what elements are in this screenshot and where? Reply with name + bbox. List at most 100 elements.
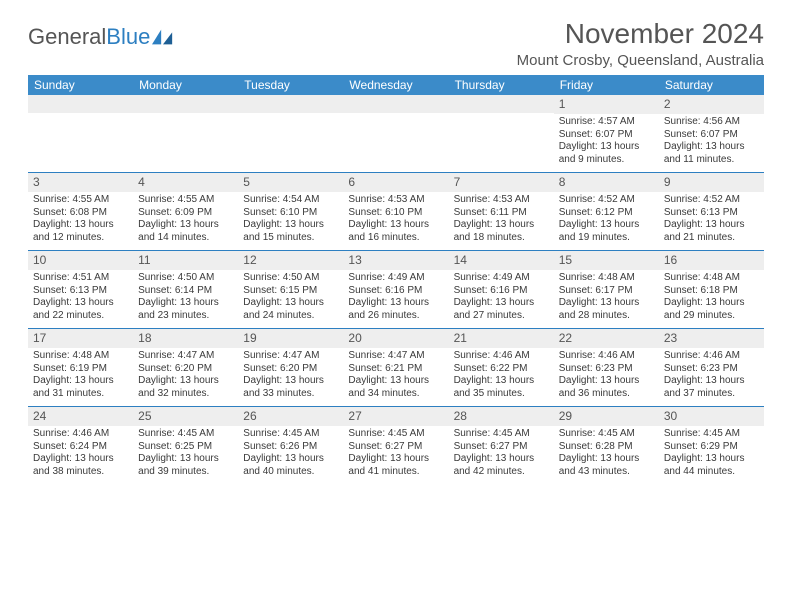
weekday-header: Saturday [659,75,764,95]
calendar-cell: 9Sunrise: 4:52 AMSunset: 6:13 PMDaylight… [659,173,764,251]
calendar-cell: 26Sunrise: 4:45 AMSunset: 6:26 PMDayligh… [238,407,343,485]
sunset-text: Sunset: 6:28 PM [559,441,654,454]
sunset-text: Sunset: 6:20 PM [138,363,233,376]
sunset-text: Sunset: 6:15 PM [243,285,338,298]
calendar-cell: 21Sunrise: 4:46 AMSunset: 6:22 PMDayligh… [449,329,554,407]
daylight-text: Daylight: 13 hours and 34 minutes. [348,375,443,400]
daylight-text: Daylight: 13 hours and 41 minutes. [348,453,443,478]
daylight-text: Daylight: 13 hours and 38 minutes. [33,453,128,478]
day-body: Sunrise: 4:48 AMSunset: 6:18 PMDaylight:… [659,270,764,328]
calendar-cell: 14Sunrise: 4:49 AMSunset: 6:16 PMDayligh… [449,251,554,329]
header: GeneralBlue November 2024 Mount Crosby, … [28,18,764,69]
day-body: Sunrise: 4:46 AMSunset: 6:23 PMDaylight:… [554,348,659,406]
day-body: Sunrise: 4:54 AMSunset: 6:10 PMDaylight:… [238,192,343,250]
sunrise-text: Sunrise: 4:46 AM [33,428,128,441]
logo-text-2: Blue [106,24,150,50]
calendar-cell: 25Sunrise: 4:45 AMSunset: 6:25 PMDayligh… [133,407,238,485]
day-body: Sunrise: 4:52 AMSunset: 6:13 PMDaylight:… [659,192,764,250]
location: Mount Crosby, Queensland, Australia [517,52,764,69]
calendar-cell: 27Sunrise: 4:45 AMSunset: 6:27 PMDayligh… [343,407,448,485]
day-body: Sunrise: 4:45 AMSunset: 6:29 PMDaylight:… [659,426,764,484]
day-number: 28 [449,407,554,426]
day-body: Sunrise: 4:47 AMSunset: 6:21 PMDaylight:… [343,348,448,406]
calendar-cell [28,95,133,173]
day-body [133,113,238,121]
day-body [449,113,554,121]
daylight-text: Daylight: 13 hours and 33 minutes. [243,375,338,400]
calendar-cell: 10Sunrise: 4:51 AMSunset: 6:13 PMDayligh… [28,251,133,329]
sunset-text: Sunset: 6:25 PM [138,441,233,454]
sunrise-text: Sunrise: 4:45 AM [138,428,233,441]
day-body: Sunrise: 4:57 AMSunset: 6:07 PMDaylight:… [554,114,659,172]
daylight-text: Daylight: 13 hours and 18 minutes. [454,219,549,244]
daylight-text: Daylight: 13 hours and 44 minutes. [664,453,759,478]
day-number: 30 [659,407,764,426]
calendar-cell: 8Sunrise: 4:52 AMSunset: 6:12 PMDaylight… [554,173,659,251]
day-body: Sunrise: 4:46 AMSunset: 6:22 PMDaylight:… [449,348,554,406]
day-body: Sunrise: 4:53 AMSunset: 6:11 PMDaylight:… [449,192,554,250]
calendar-cell: 12Sunrise: 4:50 AMSunset: 6:15 PMDayligh… [238,251,343,329]
calendar-cell: 17Sunrise: 4:48 AMSunset: 6:19 PMDayligh… [28,329,133,407]
logo: GeneralBlue [28,18,174,50]
day-number: 29 [554,407,659,426]
calendar-cell: 3Sunrise: 4:55 AMSunset: 6:08 PMDaylight… [28,173,133,251]
daylight-text: Daylight: 13 hours and 37 minutes. [664,375,759,400]
calendar-cell: 28Sunrise: 4:45 AMSunset: 6:27 PMDayligh… [449,407,554,485]
day-number: 19 [238,329,343,348]
sunset-text: Sunset: 6:16 PM [454,285,549,298]
sunset-text: Sunset: 6:10 PM [243,207,338,220]
day-number: 24 [28,407,133,426]
calendar-cell: 20Sunrise: 4:47 AMSunset: 6:21 PMDayligh… [343,329,448,407]
weekday-header: Sunday [28,75,133,95]
calendar-cell [449,95,554,173]
daylight-text: Daylight: 13 hours and 27 minutes. [454,297,549,322]
sunset-text: Sunset: 6:26 PM [243,441,338,454]
day-body: Sunrise: 4:46 AMSunset: 6:23 PMDaylight:… [659,348,764,406]
logo-text-1: General [28,24,106,50]
sunset-text: Sunset: 6:29 PM [664,441,759,454]
sunrise-text: Sunrise: 4:45 AM [664,428,759,441]
calendar-cell: 6Sunrise: 4:53 AMSunset: 6:10 PMDaylight… [343,173,448,251]
sunrise-text: Sunrise: 4:45 AM [559,428,654,441]
day-number: 6 [343,173,448,192]
day-number: 22 [554,329,659,348]
sunset-text: Sunset: 6:13 PM [33,285,128,298]
logo-sail-icon [152,29,174,45]
sunrise-text: Sunrise: 4:48 AM [33,350,128,363]
calendar-cell: 5Sunrise: 4:54 AMSunset: 6:10 PMDaylight… [238,173,343,251]
day-number: 25 [133,407,238,426]
calendar-cell: 2Sunrise: 4:56 AMSunset: 6:07 PMDaylight… [659,95,764,173]
calendar-cell [343,95,448,173]
sunrise-text: Sunrise: 4:46 AM [559,350,654,363]
day-number: 17 [28,329,133,348]
day-number [449,95,554,113]
sunset-text: Sunset: 6:14 PM [138,285,233,298]
day-body [28,113,133,121]
sunrise-text: Sunrise: 4:52 AM [559,194,654,207]
sunrise-text: Sunrise: 4:55 AM [33,194,128,207]
sunrise-text: Sunrise: 4:45 AM [243,428,338,441]
day-body: Sunrise: 4:48 AMSunset: 6:17 PMDaylight:… [554,270,659,328]
weekday-header: Friday [554,75,659,95]
sunset-text: Sunset: 6:10 PM [348,207,443,220]
sunrise-text: Sunrise: 4:46 AM [664,350,759,363]
sunset-text: Sunset: 6:11 PM [454,207,549,220]
sunrise-text: Sunrise: 4:51 AM [33,272,128,285]
day-body [238,113,343,121]
sunset-text: Sunset: 6:27 PM [348,441,443,454]
day-number: 8 [554,173,659,192]
day-number: 21 [449,329,554,348]
sunset-text: Sunset: 6:23 PM [559,363,654,376]
sunset-text: Sunset: 6:16 PM [348,285,443,298]
daylight-text: Daylight: 13 hours and 22 minutes. [33,297,128,322]
sunset-text: Sunset: 6:09 PM [138,207,233,220]
weekday-header: Thursday [449,75,554,95]
calendar-table: SundayMondayTuesdayWednesdayThursdayFrid… [28,75,764,484]
day-number [28,95,133,113]
sunrise-text: Sunrise: 4:55 AM [138,194,233,207]
day-number: 4 [133,173,238,192]
calendar-cell: 7Sunrise: 4:53 AMSunset: 6:11 PMDaylight… [449,173,554,251]
sunrise-text: Sunrise: 4:54 AM [243,194,338,207]
calendar-week: 3Sunrise: 4:55 AMSunset: 6:08 PMDaylight… [28,173,764,251]
sunrise-text: Sunrise: 4:45 AM [348,428,443,441]
